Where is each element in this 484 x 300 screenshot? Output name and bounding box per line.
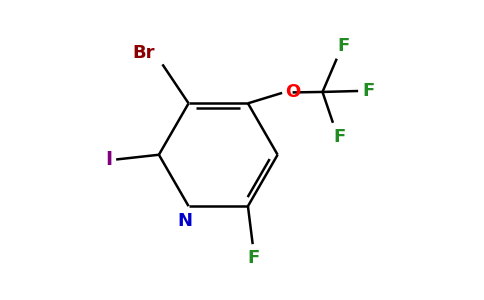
Text: Br: Br xyxy=(133,44,155,62)
Text: F: F xyxy=(333,128,345,146)
Text: O: O xyxy=(285,83,300,101)
Text: N: N xyxy=(177,212,192,230)
Text: I: I xyxy=(105,150,112,169)
Text: F: F xyxy=(338,37,350,55)
Text: F: F xyxy=(247,249,260,267)
Text: F: F xyxy=(363,82,375,100)
